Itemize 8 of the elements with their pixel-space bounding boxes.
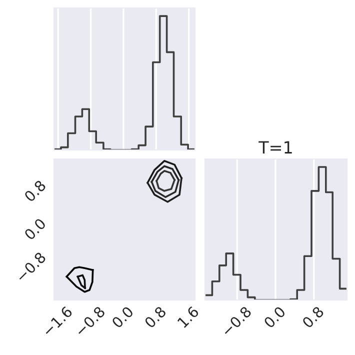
y-tick-label: 0.8 <box>24 180 46 202</box>
x-tick-label: 0.0 <box>263 306 286 329</box>
x-tick-label: 0.0 <box>111 306 134 329</box>
y-tick-label: 0.0 <box>24 218 46 240</box>
x-tick-label: 0.8 <box>302 306 324 329</box>
x-tick-label: 0.8 <box>144 306 167 329</box>
x-tick-label: 1.6 <box>176 306 200 328</box>
chart-title: T=1 <box>258 141 292 154</box>
